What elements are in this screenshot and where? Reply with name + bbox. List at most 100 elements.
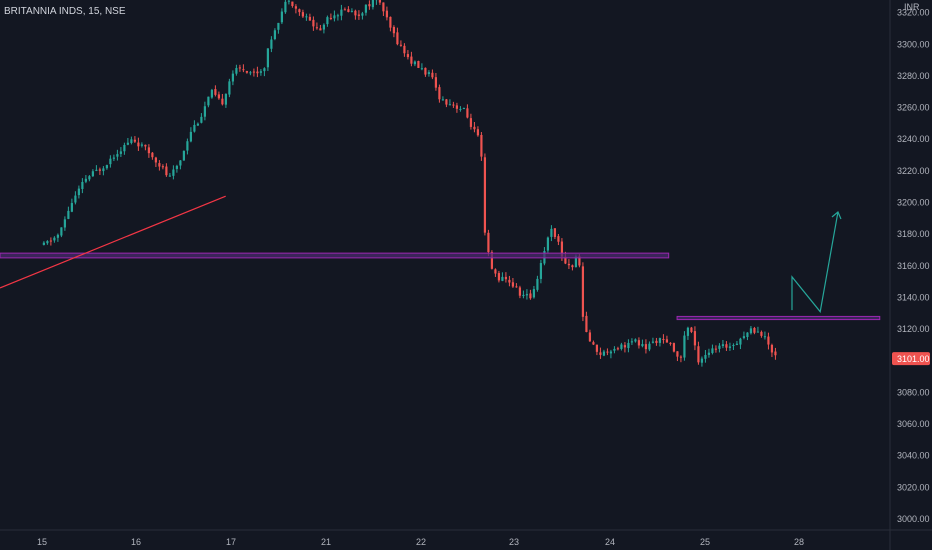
price-tick-label: 3020.00: [897, 482, 930, 492]
candle-body: [105, 165, 108, 169]
candle-body: [333, 15, 336, 19]
candle-body: [315, 27, 319, 29]
price-tick-label: 3080.00: [897, 387, 930, 397]
candle-body: [196, 123, 199, 126]
candle-body: [179, 160, 182, 166]
candle-body: [340, 9, 343, 16]
candle-body: [581, 266, 585, 317]
candle-body: [182, 150, 185, 161]
candle-body: [420, 68, 424, 70]
candle-body: [336, 15, 340, 17]
candle-body: [161, 166, 164, 168]
candle-body: [693, 331, 697, 346]
candle-body: [714, 348, 718, 350]
candle-body: [553, 228, 557, 237]
price-tick-label: 3040.00: [897, 451, 930, 461]
candle-body: [735, 343, 739, 345]
candle-body: [231, 73, 234, 82]
price-tick-label: 3260.00: [897, 103, 930, 113]
candle-body: [287, 0, 290, 2]
candle-body: [623, 345, 627, 348]
candle-body: [396, 32, 399, 45]
candle-body: [634, 339, 637, 342]
candle-body: [564, 256, 567, 264]
candle-body: [504, 276, 508, 280]
time-tick-label: 22: [416, 537, 426, 547]
candle-body: [725, 344, 728, 348]
candle-body: [224, 93, 227, 105]
candle-body: [63, 219, 66, 228]
candle-body: [686, 327, 690, 336]
candle-body: [217, 94, 220, 99]
candle-body: [739, 338, 742, 345]
candle-body: [399, 44, 403, 46]
candle-body: [154, 157, 157, 163]
candle-body: [518, 287, 522, 296]
candle-body: [308, 16, 312, 21]
candle-body: [648, 343, 651, 350]
candle-body: [711, 348, 714, 354]
projection-arrowhead: [831, 211, 842, 220]
candle-body: [56, 234, 59, 238]
time-tick-label: 23: [509, 537, 519, 547]
price-tick-label: 3200.00: [897, 198, 930, 208]
candle-body: [658, 338, 662, 343]
candle-body: [165, 166, 168, 176]
candle-body: [770, 344, 774, 353]
candle-body: [280, 11, 283, 23]
price-tick-label: 3280.00: [897, 71, 930, 81]
candle-body: [67, 210, 70, 219]
candle-body: [774, 351, 777, 356]
candle-body: [371, 0, 375, 8]
candle-body: [186, 141, 189, 151]
candle-body: [578, 256, 581, 266]
candle-body: [742, 336, 746, 339]
candle-body: [721, 344, 725, 347]
candle-body: [697, 346, 700, 363]
candle-body: [616, 348, 620, 350]
price-axis[interactable]: INR 3320.00 3300.00 3280.00 3260.00 3240.00 3…: [889, 0, 930, 550]
candle-body: [326, 17, 329, 25]
candle-body: [329, 17, 333, 19]
candle-body: [277, 22, 280, 30]
candle-body: [704, 354, 707, 359]
candle-body: [357, 14, 361, 16]
candle-body: [266, 48, 269, 68]
candle-body: [284, 1, 287, 13]
candle-body: [434, 77, 438, 88]
candle-body: [760, 331, 763, 336]
candle-body: [431, 72, 434, 78]
time-tick-label: 16: [131, 537, 141, 547]
candle-body: [378, 0, 382, 3]
candle-body: [546, 237, 550, 251]
candle-body: [385, 10, 389, 18]
candle-body: [483, 157, 487, 233]
candle-body: [347, 9, 350, 12]
time-axis[interactable]: 15 16 17 21 22 23 24 25 28: [0, 529, 932, 547]
candles-layer: [42, 0, 777, 367]
candle-body: [319, 28, 322, 31]
candle-body: [700, 358, 704, 363]
trendline: [0, 195, 226, 289]
candle-body: [410, 56, 413, 64]
candle-body: [571, 265, 574, 268]
candle-body: [242, 69, 245, 71]
candle-body: [767, 336, 770, 345]
candle-body: [445, 99, 448, 105]
candle-body: [469, 118, 473, 127]
candle-body: [140, 144, 143, 146]
candle-body: [669, 342, 672, 344]
candle-body: [749, 328, 753, 334]
candle-body: [354, 10, 357, 16]
candle-body: [630, 341, 634, 343]
candle-body: [490, 252, 494, 269]
candle-body: [753, 327, 756, 333]
candle-body: [525, 294, 529, 296]
candle-body: [756, 331, 760, 333]
candle-body: [144, 144, 147, 147]
candle-body: [88, 176, 91, 180]
candle-body: [364, 4, 368, 13]
candle-body: [606, 351, 609, 353]
last-price-tag: 3101.00: [892, 352, 930, 366]
